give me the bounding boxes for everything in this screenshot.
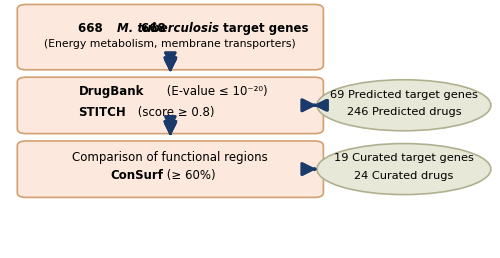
Text: M. tuberculosis: M. tuberculosis	[116, 22, 218, 35]
Text: 24 Curated drugs: 24 Curated drugs	[354, 171, 454, 181]
Text: 246 Predicted drugs: 246 Predicted drugs	[346, 107, 461, 117]
Text: target genes: target genes	[219, 22, 308, 35]
Text: DrugBank: DrugBank	[78, 85, 144, 99]
Text: 69 Predicted target genes: 69 Predicted target genes	[330, 90, 478, 100]
Text: (E-value ≤ 10⁻²⁰): (E-value ≤ 10⁻²⁰)	[164, 85, 268, 99]
Text: Comparison of functional regions: Comparison of functional regions	[72, 151, 268, 164]
Text: (score ≥ 0.8): (score ≥ 0.8)	[134, 106, 214, 119]
Text: 668: 668	[78, 22, 108, 35]
FancyBboxPatch shape	[18, 141, 324, 197]
Ellipse shape	[317, 80, 491, 131]
Text: (≥ 60%): (≥ 60%)	[164, 169, 216, 182]
FancyBboxPatch shape	[18, 4, 324, 70]
Text: (Energy metabolism, membrane transporters): (Energy metabolism, membrane transporter…	[44, 38, 296, 49]
Text: STITCH: STITCH	[78, 106, 126, 119]
Text: ConSurf: ConSurf	[110, 169, 164, 182]
Text: 668: 668	[142, 22, 171, 35]
FancyBboxPatch shape	[18, 77, 324, 134]
Text: 19 Curated target genes: 19 Curated target genes	[334, 153, 474, 163]
Ellipse shape	[317, 143, 491, 195]
